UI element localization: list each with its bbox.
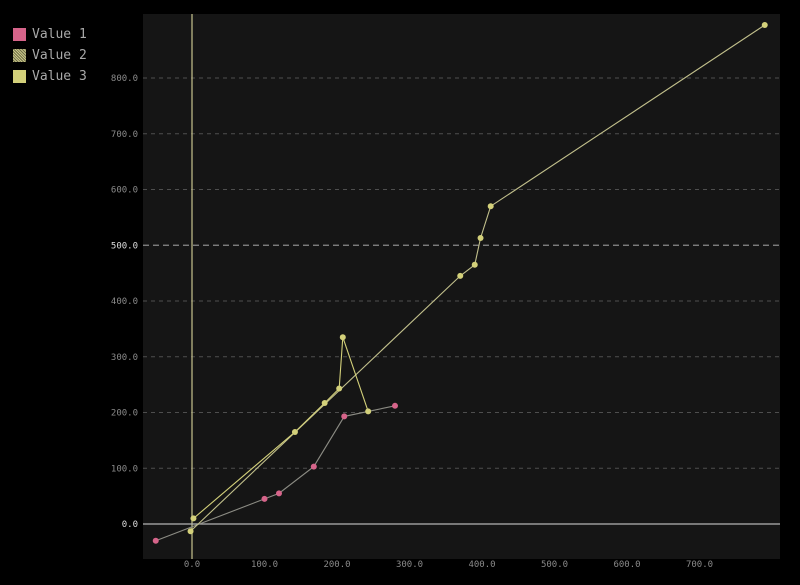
data-point-value-3: [321, 400, 328, 407]
x-tick-label: 500.0: [541, 560, 568, 570]
data-point-value-3: [365, 408, 372, 415]
legend-item-value-1[interactable]: Value 1: [13, 24, 87, 45]
x-tick-label: 200.0: [323, 560, 350, 570]
legend-item-value-2[interactable]: Value 2: [13, 45, 87, 66]
data-point-value-2: [457, 272, 464, 279]
y-tick-label: 800.0: [111, 74, 138, 84]
y-tick-label: 500.0: [111, 241, 138, 251]
data-point-value-1: [276, 490, 282, 497]
x-tick-label: 100.0: [251, 560, 278, 570]
y-tick-label: 700.0: [111, 130, 138, 140]
legend-swatch-value-3: [13, 70, 26, 83]
data-point-value-2: [487, 203, 494, 210]
legend: Value 1 Value 2 Value 3: [13, 24, 87, 87]
data-point-value-2: [761, 22, 768, 29]
data-point-value-1: [341, 413, 348, 420]
x-tick-label: 300.0: [396, 560, 423, 570]
data-point-value-3: [291, 429, 298, 436]
series-line-value-3: [193, 337, 369, 519]
x-tick-label: 400.0: [468, 560, 495, 570]
y-tick-label: 600.0: [111, 186, 138, 196]
y-tick-label: 0.0: [122, 520, 138, 530]
data-point-value-3: [190, 515, 197, 522]
legend-swatch-value-1: [13, 28, 26, 41]
x-tick-label: 600.0: [613, 560, 640, 570]
y-tick-label: 100.0: [111, 464, 138, 474]
data-point-value-1: [392, 402, 398, 409]
data-point-value-2: [471, 261, 478, 268]
plot-area: [143, 14, 780, 559]
y-tick-label: 300.0: [111, 353, 138, 363]
y-axis-ticks: 0.0 100.0 200.0 300.0 400.0 500.0 600.0 700.0 80…: [111, 74, 138, 530]
x-tick-label: 0.0: [184, 560, 200, 570]
legend-label-value-1: Value 1: [32, 27, 87, 42]
legend-label-value-2: Value 2: [32, 48, 87, 63]
data-point-value-3: [339, 334, 346, 341]
series-line-value-1: [155, 405, 396, 542]
data-point-value-1: [152, 537, 159, 544]
data-point-value-2: [477, 235, 484, 242]
y-tick-label: 200.0: [111, 409, 138, 419]
data-point-value-2: [187, 528, 194, 535]
legend-swatch-value-2: [13, 49, 26, 62]
data-point-value-1: [261, 495, 268, 502]
axes: [143, 14, 780, 559]
y-tick-label: 400.0: [111, 297, 138, 307]
series-layer: [152, 22, 768, 544]
x-axis-ticks: 0.0 100.0 200.0 300.0 400.0 500.0 600.0 700.0: [184, 560, 713, 570]
grid-lines: [143, 77, 780, 469]
series-line-value-2: [190, 24, 766, 532]
data-point-value-3: [336, 385, 343, 392]
legend-item-value-3[interactable]: Value 3: [13, 66, 87, 87]
legend-label-value-3: Value 3: [32, 69, 87, 84]
x-tick-label: 700.0: [686, 560, 713, 570]
data-point-value-1: [310, 463, 317, 470]
